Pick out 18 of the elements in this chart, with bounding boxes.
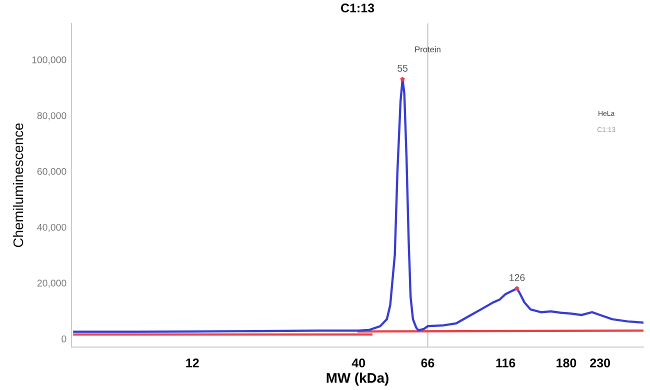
chart-title: C1:13 (340, 4, 374, 12)
y-tick-label: 80,000 (37, 112, 66, 120)
x-tick-label: 40 (352, 358, 366, 368)
y-tick-label: 40,000 (37, 224, 66, 232)
x-tick-label: 230 (590, 358, 610, 368)
y-axis-title: Chemiluminescence (12, 123, 24, 248)
x-tick-label: 12 (186, 358, 199, 368)
x-axis-title: MW (kDa) (326, 372, 388, 386)
x-tick-label: 66 (421, 358, 434, 368)
annotation: 55 (398, 64, 408, 72)
y-tick-label: 60,000 (37, 168, 66, 176)
y-tick-label: 20,000 (37, 280, 66, 288)
y-tick-label: 0 (62, 335, 66, 342)
x-tick-label: 180 (556, 358, 576, 368)
ref-line-label: Protein (415, 46, 440, 52)
x-tick-label: 116 (496, 358, 516, 368)
annotation: 126 (510, 274, 525, 282)
y-tick-label: 100,000 (32, 56, 66, 64)
